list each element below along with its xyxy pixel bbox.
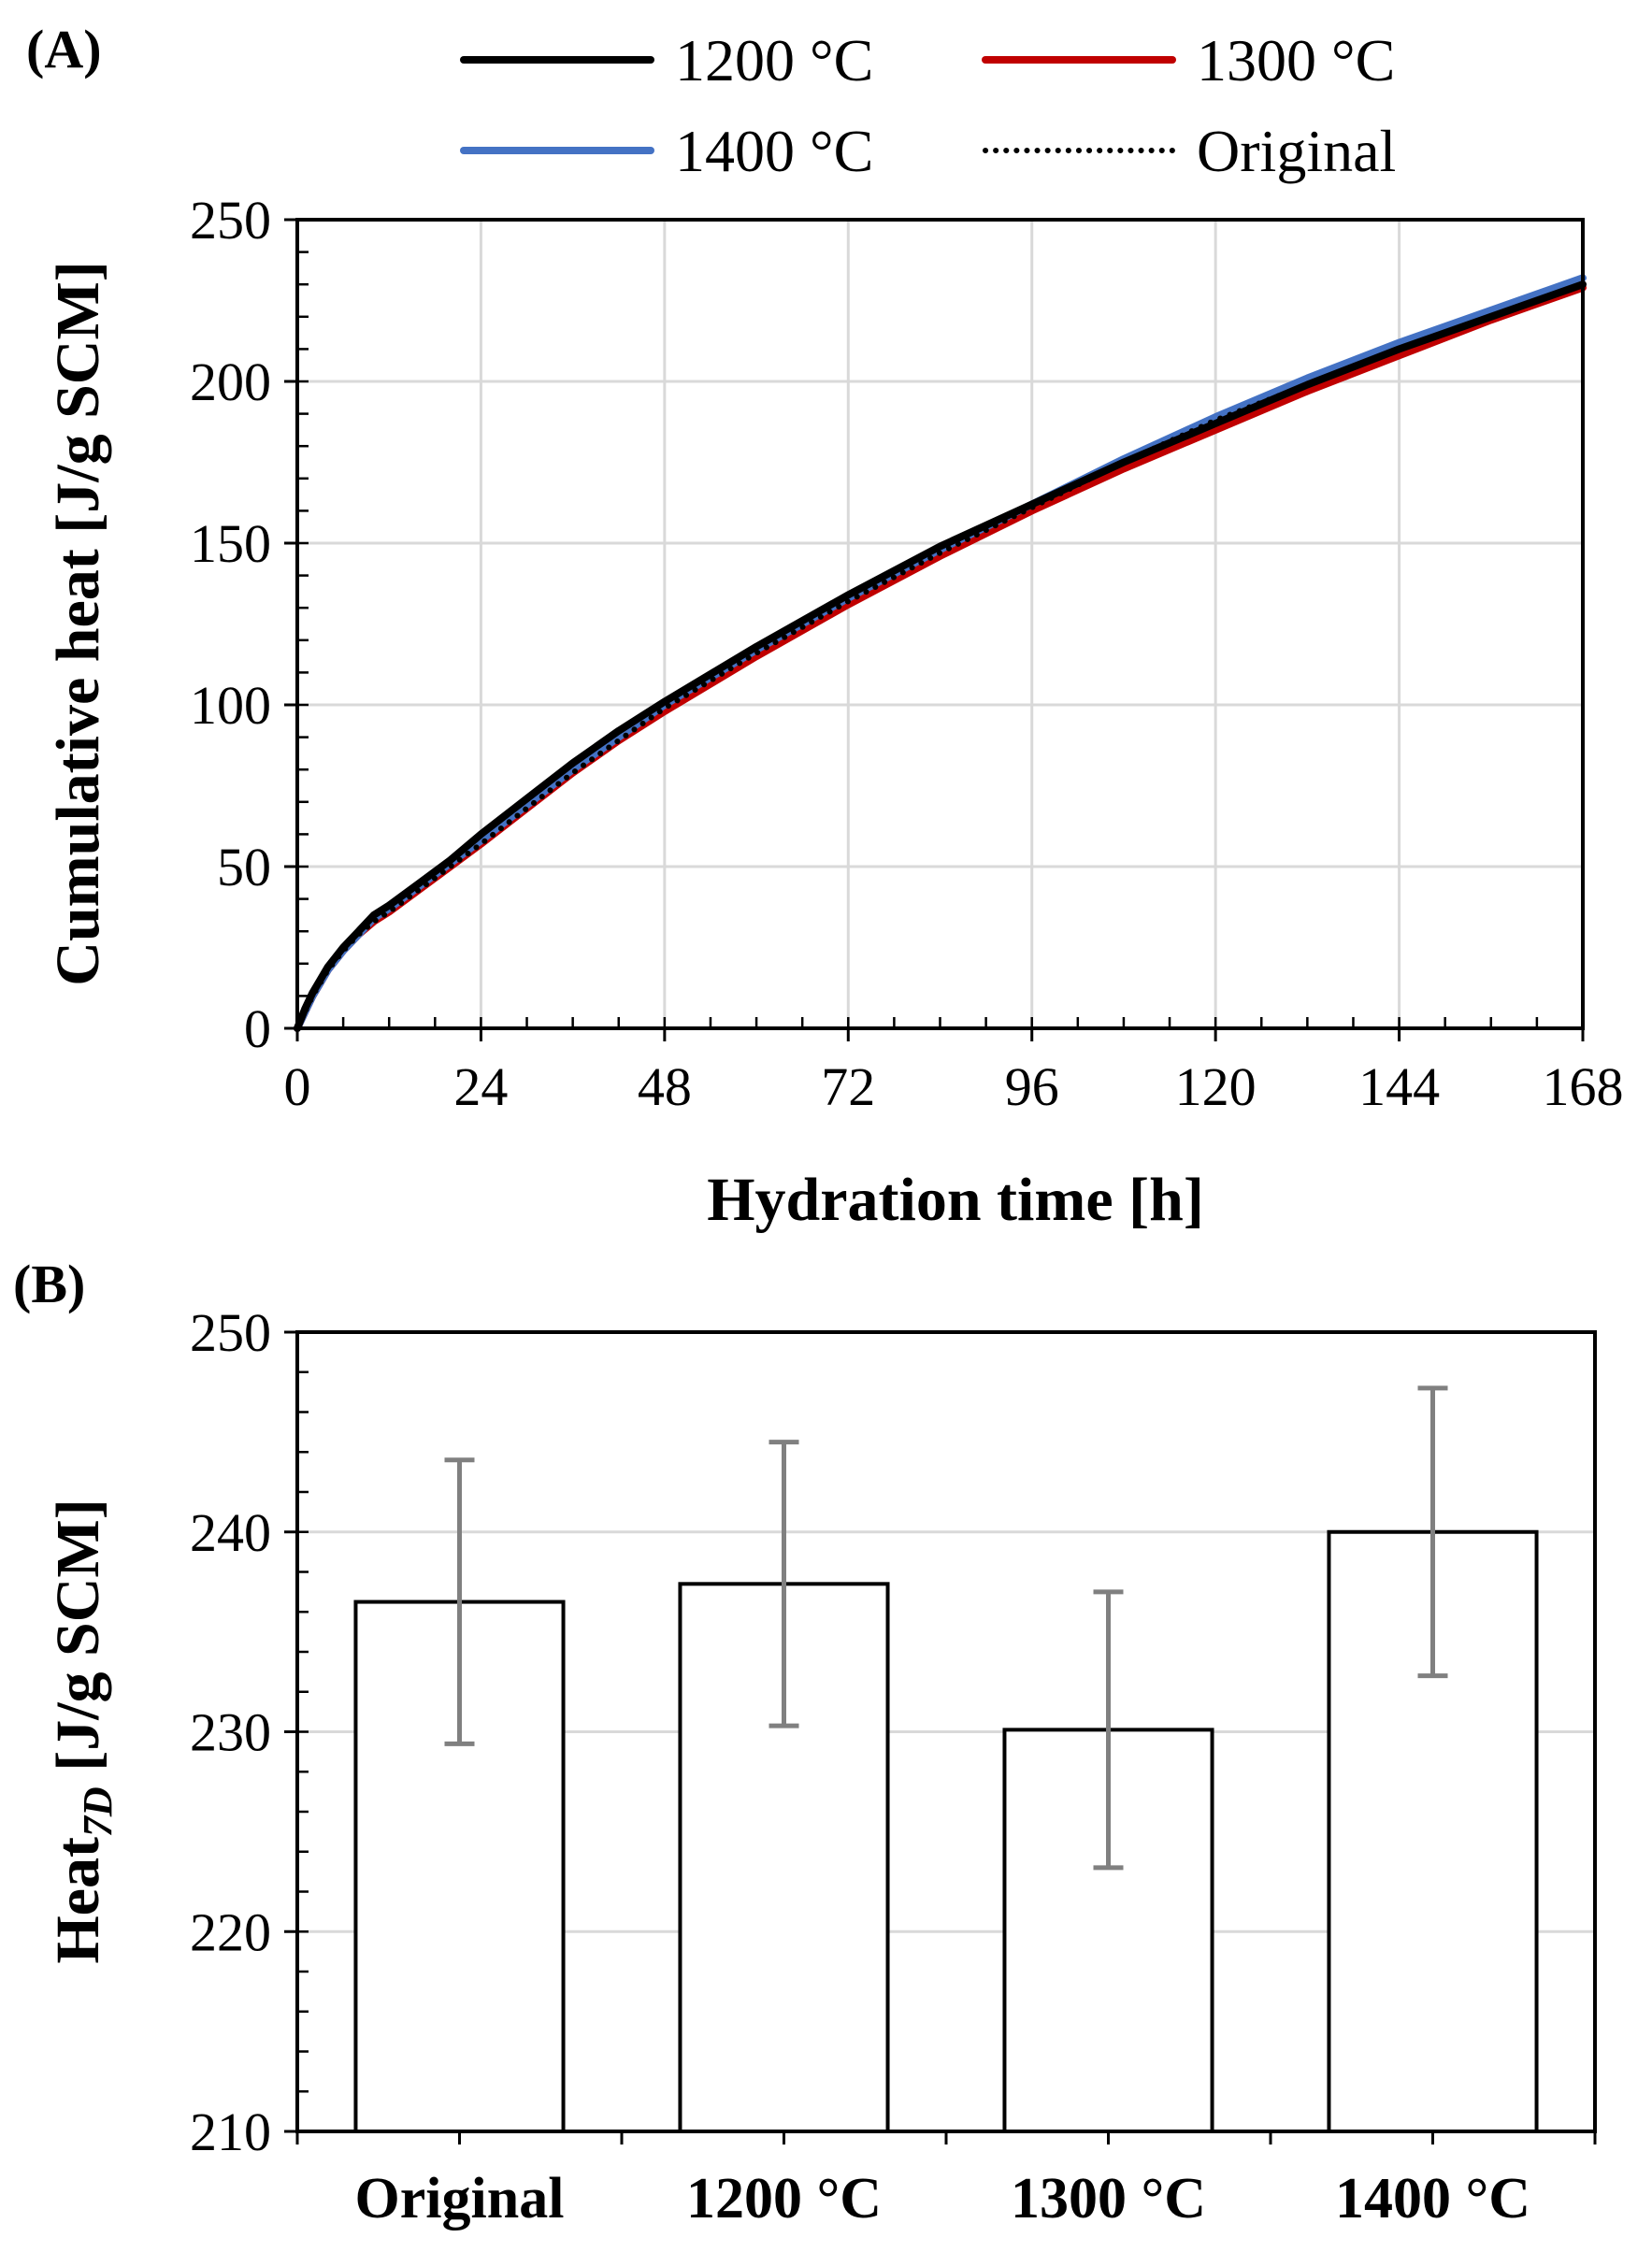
ylabel-b-rest: [J/g SCM]	[44, 1499, 112, 1786]
panel-a-axis-ticks: 0 50 100 150 200 250 0 24 48 72 96 120 144 168	[190, 190, 1624, 1117]
legend-item-1300-c: 1300 °C	[982, 27, 1395, 93]
panel-a-y-axis-label: Cumulative heat [J/g SCM]	[44, 261, 112, 985]
series-line-original	[294, 281, 1586, 1031]
panel-b-y-tick-label-220: 220	[190, 1901, 271, 1962]
panel-a-x-tick-label-96: 96	[1005, 1056, 1059, 1117]
panel-a-y-tick-label-150: 150	[190, 513, 271, 574]
panel-a-x-tick-label-48: 48	[638, 1056, 692, 1117]
panel-a-y-tick-label-50: 50	[217, 837, 271, 897]
panel-a-x-tick-label-120: 120	[1175, 1056, 1257, 1117]
legend-item-1200-c: 1200 °C	[460, 27, 873, 93]
ylabel-b-main: Heat	[44, 1837, 112, 1964]
panel-a-y-tick-label-0: 0	[244, 998, 271, 1059]
panel-b-label: (B)	[13, 1254, 85, 1314]
legend-label-original: Original	[1197, 118, 1396, 184]
panel-a-x-tick-label-0: 0	[284, 1056, 311, 1117]
panel-b-y-tick-label-210: 210	[190, 2101, 271, 2162]
panel-b-y-tick-label-240: 240	[190, 1502, 271, 1563]
error-bar-1400-c	[1417, 1385, 1448, 1679]
panel-a-legend: 1200 °C 1300 °C 1400 °C Original	[460, 27, 1396, 184]
panel-b-y-tick-label-250: 250	[190, 1302, 271, 1363]
category-label-1400-c: 1400 °C	[1335, 2167, 1530, 2230]
legend-label-1300-c: 1300 °C	[1197, 27, 1395, 93]
panel-a-y-tick-label-250: 250	[190, 190, 271, 251]
panel-b-bar-chart: (B) Original 1200 °C 1300 °C 1400 °C 210 220 2…	[13, 1254, 1597, 2230]
panel-a-x-axis-label: Hydration time [h]	[707, 1166, 1204, 1234]
panel-b-y-tick-label-230: 230	[190, 1702, 271, 1763]
legend-item-1400-c: 1400 °C	[460, 118, 873, 184]
panel-b-error-bars	[444, 1385, 1448, 1871]
legend-label-1400-c: 1400 °C	[675, 118, 873, 184]
legend-label-1200-c: 1200 °C	[675, 27, 873, 93]
ylabel-b-sub: 7D	[75, 1786, 121, 1837]
category-label-original: Original	[355, 2167, 565, 2230]
panel-a-y-tick-label-100: 100	[190, 675, 271, 736]
panel-a-label: (A)	[26, 19, 102, 79]
category-label-1200-c: 1200 °C	[686, 2167, 882, 2230]
panel-b-y-axis-label: Heat7D [J/g SCM]	[44, 1499, 121, 1963]
panel-a-line-chart: (A) 1200 °C 1300 °C 1400 °C Original 0 50 100…	[26, 19, 1624, 1234]
legend-item-original: Original	[983, 118, 1396, 184]
error-bar-original	[444, 1457, 475, 1746]
panel-a-x-tick-label-168: 168	[1543, 1056, 1624, 1117]
panel-a-x-tick-label-72: 72	[821, 1056, 875, 1117]
error-bar-1200-c	[769, 1440, 799, 1728]
panel-a-series	[294, 274, 1587, 1032]
category-label-1300-c: 1300 °C	[1011, 2167, 1206, 2230]
error-bar-1300-c	[1093, 1589, 1124, 1871]
panel-a-y-tick-label-200: 200	[190, 351, 271, 412]
panel-a-x-tick-label-24: 24	[453, 1056, 508, 1117]
panel-a-x-tick-label-144: 144	[1358, 1056, 1440, 1117]
panel-b-axis-ticks: Original 1200 °C 1300 °C 1400 °C 210 220 230 24…	[190, 1302, 1597, 2230]
